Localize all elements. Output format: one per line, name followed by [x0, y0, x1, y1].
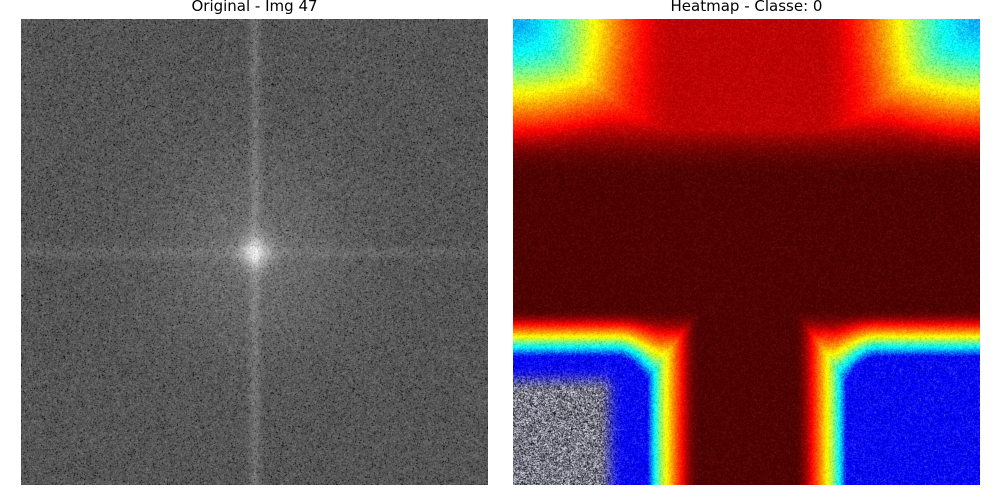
heatmap-image	[513, 19, 980, 485]
original-canvas	[21, 19, 488, 485]
heatmap-canvas	[513, 19, 980, 485]
heatmap-panel: Heatmap - Classe: 0	[513, 0, 980, 500]
original-image	[21, 19, 488, 485]
heatmap-title: Heatmap - Classe: 0	[670, 0, 823, 15]
original-title: Original - Img 47	[191, 0, 318, 15]
original-panel: Original - Img 47	[21, 0, 488, 500]
